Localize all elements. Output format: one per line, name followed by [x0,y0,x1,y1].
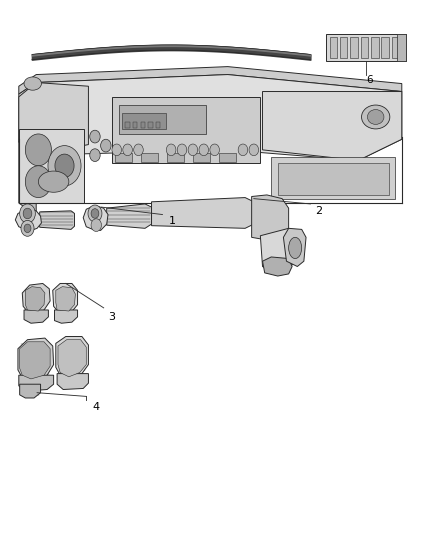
Circle shape [88,205,102,222]
Polygon shape [262,92,402,160]
Bar [113,97,260,163]
Bar [167,152,184,162]
Polygon shape [19,83,88,155]
Bar [125,122,130,127]
Bar [122,113,166,128]
Circle shape [166,144,176,156]
Bar [148,122,152,127]
Bar [115,152,132,162]
Polygon shape [56,336,88,378]
Circle shape [90,130,100,143]
Bar [371,37,378,58]
Circle shape [91,219,102,231]
Circle shape [134,144,143,156]
Bar [156,122,160,127]
Polygon shape [54,310,78,323]
Bar [381,37,389,58]
Polygon shape [18,338,53,381]
Bar [325,34,406,61]
Polygon shape [283,228,306,266]
Polygon shape [19,375,53,391]
Polygon shape [40,211,74,229]
Circle shape [101,139,111,152]
Circle shape [249,144,258,156]
Polygon shape [260,228,293,273]
Polygon shape [22,284,50,314]
Polygon shape [25,287,45,311]
Ellipse shape [39,171,69,192]
Polygon shape [262,257,292,276]
Polygon shape [19,67,402,94]
Bar [119,105,206,134]
Polygon shape [19,142,36,216]
Circle shape [21,220,34,236]
Circle shape [112,144,121,156]
Circle shape [20,204,35,223]
Bar [219,152,237,162]
Bar [193,152,210,162]
Polygon shape [15,209,42,230]
Polygon shape [58,340,86,377]
Circle shape [25,134,51,166]
Polygon shape [107,204,152,228]
Bar [141,122,145,127]
Text: 3: 3 [108,312,115,321]
Ellipse shape [367,110,384,124]
Ellipse shape [361,105,390,129]
Circle shape [48,146,81,186]
Bar [271,157,395,199]
Polygon shape [152,198,254,228]
Text: 2: 2 [315,206,322,215]
Ellipse shape [24,77,42,90]
Circle shape [188,144,198,156]
Polygon shape [19,75,402,160]
Circle shape [123,144,132,156]
Polygon shape [19,128,84,203]
Circle shape [210,144,219,156]
Polygon shape [57,374,88,390]
Polygon shape [20,384,41,398]
Polygon shape [53,284,78,314]
Polygon shape [56,287,75,311]
Bar [133,122,138,127]
Polygon shape [83,206,108,230]
Polygon shape [24,310,48,323]
Bar [329,37,337,58]
Circle shape [55,154,74,177]
Text: 6: 6 [366,75,372,85]
Bar [340,37,347,58]
Ellipse shape [289,237,302,259]
Bar [141,152,158,162]
Text: 4: 4 [93,402,100,411]
Bar [392,37,399,58]
Polygon shape [20,342,50,379]
Circle shape [24,224,31,232]
Text: 1: 1 [169,216,176,226]
Circle shape [25,166,51,198]
Circle shape [91,209,99,218]
Circle shape [199,144,208,156]
Circle shape [177,144,187,156]
Circle shape [23,208,32,219]
Bar [350,37,358,58]
Bar [361,37,368,58]
Bar [396,34,406,61]
Polygon shape [252,195,289,240]
Circle shape [238,144,248,156]
Circle shape [90,149,100,161]
Bar [278,163,389,195]
